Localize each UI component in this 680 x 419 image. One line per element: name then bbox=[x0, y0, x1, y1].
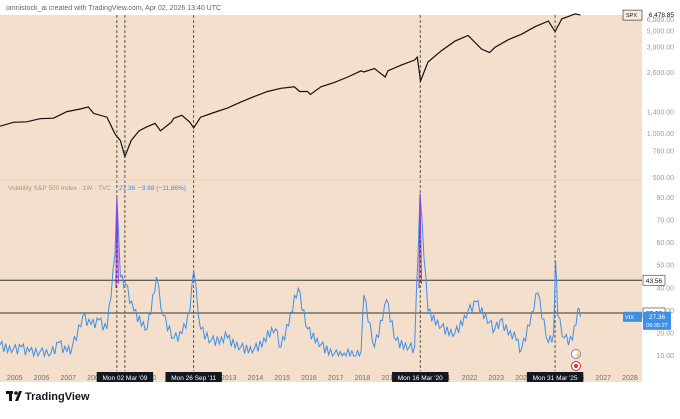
x-tick-label: 2028 bbox=[622, 375, 638, 382]
spx-y-tick-label: 1,000.00 bbox=[647, 131, 674, 138]
attribution-text: omnistock_ai created with TradingView.co… bbox=[6, 5, 221, 12]
event-flag-dot bbox=[574, 364, 578, 368]
x-axis-strip bbox=[0, 371, 642, 382]
event-date-label: Mon 31 Mar '25 bbox=[526, 372, 584, 382]
x-tick-label: 2018 bbox=[355, 375, 371, 382]
spx-y-tick-label: 5,000.00 bbox=[647, 29, 674, 36]
x-tick-label: 2016 bbox=[301, 375, 317, 382]
spx-series-line bbox=[0, 13, 581, 159]
vix-last-value: 27.36 bbox=[649, 314, 666, 321]
vix-y-tick-label: 70.00 bbox=[656, 218, 674, 225]
x-tick-label: 2006 bbox=[34, 375, 50, 382]
spx-y-tick-label: 3,900.00 bbox=[647, 44, 674, 51]
spx-y-tick-label: 6,000.00 bbox=[647, 17, 674, 24]
x-tick-label: 2017 bbox=[328, 375, 344, 382]
vix-y-tick-label: 40.00 bbox=[656, 285, 674, 292]
spx-y-tick-label: 500.00 bbox=[653, 175, 675, 182]
svg-text:43.56: 43.56 bbox=[646, 278, 663, 285]
vix-series-line bbox=[0, 193, 581, 358]
x-tick-label: 2014 bbox=[248, 375, 264, 382]
event-date-label: Mon 16 Mar '20 bbox=[392, 372, 449, 382]
vix-legend-value: 27.36 bbox=[119, 185, 136, 192]
x-tick-label: 2013 bbox=[221, 375, 237, 382]
x-tick-label: 2024 bbox=[515, 375, 531, 382]
vix-legend-change: −3.68 (−11.86%) bbox=[138, 185, 186, 192]
spx-y-tick-label: 1,400.00 bbox=[647, 110, 674, 117]
x-axis[interactable]: 2005200620072008201020112012201320142015… bbox=[0, 371, 642, 382]
alert-icons: ⚡ bbox=[571, 349, 581, 371]
level-value-badge: 43.56 bbox=[642, 274, 666, 286]
vix-legend-title[interactable]: Volatility S&P 500 Index · 1W · TVC bbox=[8, 185, 111, 192]
vix-spike-line bbox=[115, 193, 422, 289]
x-tick-label: 2022 bbox=[462, 375, 478, 382]
tradingview-logo-icon bbox=[6, 391, 22, 401]
lightning-glyph: ⚡ bbox=[574, 351, 581, 359]
lightning-icon[interactable] bbox=[571, 349, 581, 359]
x-tick-label: 2019 bbox=[381, 375, 397, 382]
event-date-label: Mon 02 Mar '09 bbox=[96, 372, 154, 382]
spx-y-tick-label: 2,600.00 bbox=[647, 70, 674, 77]
vix-y-tick-label: 10.00 bbox=[656, 353, 674, 360]
svg-text:VIX: VIX bbox=[625, 315, 634, 321]
x-tick-label: 2007 bbox=[60, 375, 76, 382]
vix-y-tick-label: 20.00 bbox=[656, 330, 674, 337]
x-tick-label: 2008 bbox=[87, 375, 103, 382]
chart-background bbox=[0, 15, 642, 382]
event-date-label: Mon 26 Sep '11 bbox=[165, 372, 222, 382]
svg-text:Mon 26 Sep '11: Mon 26 Sep '11 bbox=[171, 375, 216, 382]
svg-text:Mon 16 Mar '20: Mon 16 Mar '20 bbox=[398, 375, 443, 382]
spx-y-tick-label: 760.00 bbox=[653, 148, 675, 155]
tradingview-brand: TradingView bbox=[25, 391, 90, 403]
x-tick-label: 2015 bbox=[274, 375, 290, 382]
x-tick-label: 2023 bbox=[488, 375, 504, 382]
spx-price-badge: SPX bbox=[622, 9, 643, 21]
vix-y-tick-label: 50.00 bbox=[656, 263, 674, 270]
vix-countdown: 06:35:27 bbox=[646, 323, 667, 329]
svg-text:Mon 31 Mar '25: Mon 31 Mar '25 bbox=[533, 375, 578, 382]
svg-text:SPX: SPX bbox=[626, 13, 637, 19]
svg-text:Mon 02 Mar '09: Mon 02 Mar '09 bbox=[102, 375, 147, 382]
x-tick-label: 2027 bbox=[595, 375, 611, 382]
spx-last-value: 6,478.85 bbox=[649, 12, 675, 19]
vix-y-tick-label: 60.00 bbox=[656, 240, 674, 247]
tradingview-logo[interactable]: TradingView bbox=[6, 391, 90, 403]
x-tick-label: 2005 bbox=[7, 375, 23, 382]
vix-price-badge: VIX 27.36 06:35:27 bbox=[623, 311, 671, 330]
level-lines bbox=[0, 279, 642, 314]
vix-y-tick-label: 80.00 bbox=[656, 195, 674, 202]
